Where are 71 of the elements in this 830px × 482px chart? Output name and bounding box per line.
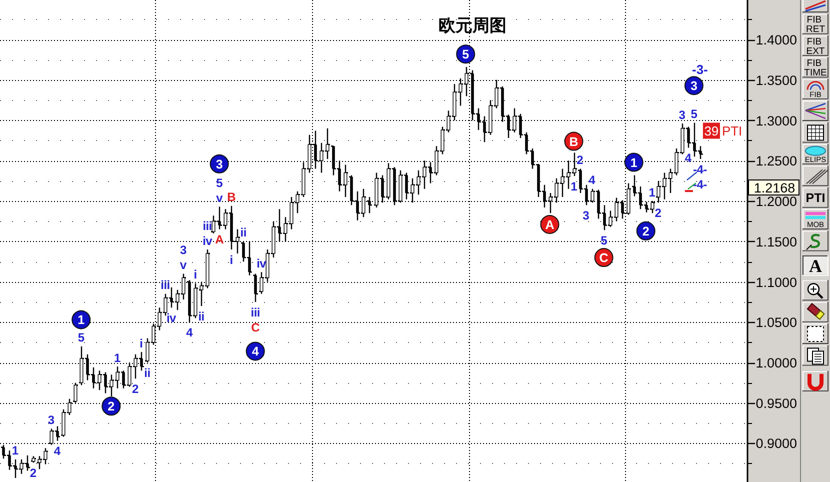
toolbar-button: FIB TIME [802,57,828,79]
y-tick-label: 1.0000 [756,356,797,371]
y-tick-label: 1.1500 [756,234,797,250]
annotation: 3 [216,157,223,172]
annotation: 1 [570,179,578,194]
annotation: iii [250,305,260,320]
annotation: i [230,252,233,267]
annotation: 4 [186,325,194,340]
annotation: 1 [78,313,85,328]
annotation: iii [202,218,212,233]
annotation: i [140,336,143,350]
y-tick-label: 1.2168 [754,180,796,196]
y-tick-label: 1.2500 [756,154,797,169]
toolbar-button: PTI [802,187,828,208]
annotation: 5 [690,107,698,122]
annotation: B [569,134,578,149]
annotation: B [227,190,236,204]
y-tick-label: 1.2000 [756,194,797,210]
annotation: 4 [684,151,692,166]
annotation: 2 [30,466,37,480]
annotation: -4- [693,177,708,192]
annotation: 5 [78,330,85,345]
annotation: 5 [216,176,224,190]
text: 欧元周图 [438,16,506,35]
annotation: PTI [722,124,742,139]
toolbar-button: A [802,255,828,276]
annotation: 1 [630,156,638,170]
annotation: 4 [588,173,596,188]
annotation: C [251,320,260,334]
annotation: -4- [693,162,708,176]
annotation: 2 [132,382,139,396]
annotation: 2 [108,400,115,414]
y-tick-label: 0.9000 [756,436,797,452]
y-tick-label: 0.9500 [756,396,797,411]
toolbar-button: FIB RET [802,14,828,36]
y-tick-label: 1.3000 [756,113,797,128]
annotation: A [545,218,554,232]
annotation: 4 [54,444,61,458]
last-price-tag: 1.2168 [748,179,800,196]
annotation: iv [202,234,213,248]
annotation: iii [160,278,170,292]
y-tick-label: 1.0500 [756,315,797,330]
annotation: i [194,268,197,282]
annotation: C [599,251,608,266]
toolbar-button: FIB EXT [802,35,828,57]
annotation: v [180,258,188,272]
annotation: 2 [654,206,662,220]
annotation: 5 [600,233,608,248]
annotation: 5 [462,48,470,62]
annotation: 1 [648,185,656,200]
annotation: 3 [48,413,55,428]
annotation: 2 [642,224,650,238]
annotation: -3- [692,62,708,78]
annotation: iv [166,310,177,325]
annotation: A [215,232,224,247]
annotation: 3 [678,108,686,122]
annotation: ii [198,309,204,324]
pti-count: 39 [702,122,720,139]
annotation: ii [240,226,246,240]
annotation: 2 [576,153,584,168]
annotation: 1 [114,350,121,365]
y-tick-label: 1.3500 [756,72,797,88]
annotation: 3 [180,243,188,257]
annotation: ii [144,366,150,380]
y-tick-label: 1.1000 [756,274,797,290]
annotation: 3 [582,208,590,222]
y-tick-label: 1.4000 [756,32,797,48]
annotation: 4 [252,344,259,359]
annotation: 1 [12,444,19,458]
annotation: 3 [690,79,698,94]
annotation: v [216,190,224,205]
